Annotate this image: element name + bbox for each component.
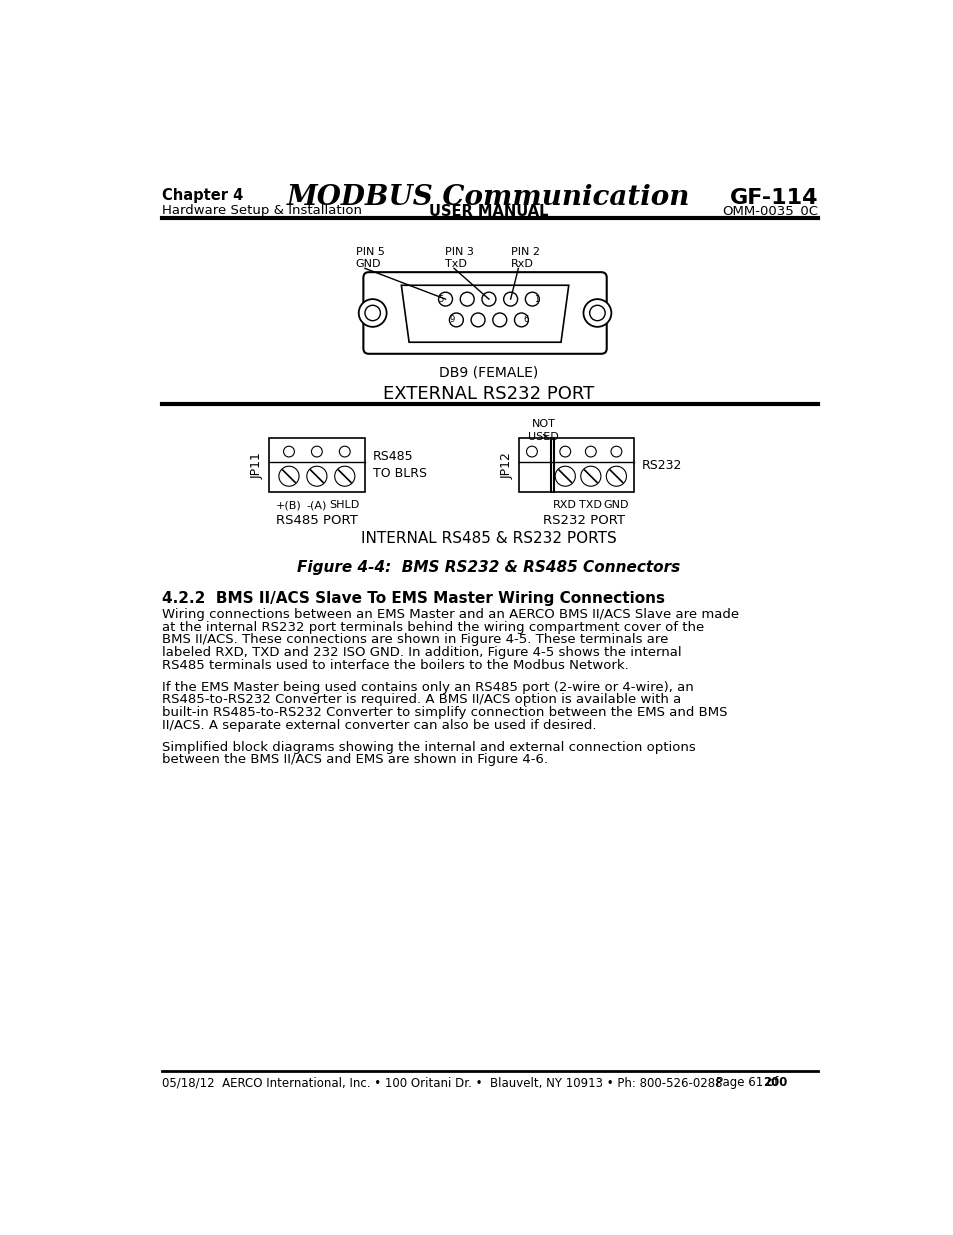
Circle shape: [311, 446, 322, 457]
Bar: [518, 438, 633, 493]
Text: Page 61 of: Page 61 of: [716, 1076, 781, 1089]
Text: GF-114: GF-114: [729, 188, 818, 209]
Polygon shape: [401, 285, 568, 342]
Text: EXTERNAL RS232 PORT: EXTERNAL RS232 PORT: [383, 385, 594, 404]
Text: MODBUS Communication: MODBUS Communication: [287, 184, 690, 211]
Text: RXD: RXD: [553, 500, 577, 510]
Circle shape: [589, 305, 604, 321]
Text: NOT
USED: NOT USED: [528, 419, 558, 442]
Circle shape: [514, 312, 528, 327]
Text: RS232 PORT: RS232 PORT: [542, 514, 624, 527]
Text: Figure 4-4:  BMS RS232 & RS485 Connectors: Figure 4-4: BMS RS232 & RS485 Connectors: [297, 561, 679, 576]
Circle shape: [526, 446, 537, 457]
Text: TXD: TXD: [578, 500, 601, 510]
Text: GND: GND: [603, 500, 628, 510]
Text: Simplified block diagrams showing the internal and external connection options: Simplified block diagrams showing the in…: [162, 741, 695, 753]
Circle shape: [358, 299, 386, 327]
Text: PIN 2
RxD: PIN 2 RxD: [510, 247, 539, 269]
Text: 9: 9: [449, 315, 455, 325]
Circle shape: [449, 312, 463, 327]
Text: OMM-0035_0C: OMM-0035_0C: [721, 205, 818, 217]
Text: 200: 200: [762, 1076, 787, 1089]
Circle shape: [525, 293, 538, 306]
Text: built-in RS485-to-RS232 Converter to simplify connection between the EMS and BMS: built-in RS485-to-RS232 Converter to sim…: [162, 706, 726, 719]
Text: +(B): +(B): [275, 500, 301, 510]
Circle shape: [481, 293, 496, 306]
Text: labeled RXD, TXD and 232 ISO GND. In addition, Figure 4-5 shows the internal: labeled RXD, TXD and 232 ISO GND. In add…: [162, 646, 680, 659]
Circle shape: [278, 466, 298, 487]
Text: JP12: JP12: [500, 452, 514, 479]
Text: JP11: JP11: [251, 452, 263, 479]
Text: RS485 PORT: RS485 PORT: [275, 514, 357, 527]
Text: USER MANUAL: USER MANUAL: [429, 205, 548, 220]
Circle shape: [580, 466, 600, 487]
Circle shape: [583, 299, 611, 327]
Text: 5: 5: [438, 295, 443, 304]
Text: -(A): -(A): [306, 500, 327, 510]
Text: RS485
TO BLRS: RS485 TO BLRS: [373, 451, 426, 480]
Circle shape: [365, 305, 380, 321]
Text: 1: 1: [534, 295, 538, 304]
Circle shape: [493, 312, 506, 327]
Text: INTERNAL RS485 & RS232 PORTS: INTERNAL RS485 & RS232 PORTS: [360, 531, 617, 546]
Text: between the BMS II/ACS and EMS are shown in Figure 4-6.: between the BMS II/ACS and EMS are shown…: [162, 753, 547, 767]
Text: Hardware Setup & Installation: Hardware Setup & Installation: [162, 205, 361, 217]
Circle shape: [339, 446, 350, 457]
Circle shape: [555, 466, 575, 487]
Circle shape: [559, 446, 570, 457]
Text: BMS II/ACS. These connections are shown in Figure 4-5. These terminals are: BMS II/ACS. These connections are shown …: [162, 634, 667, 646]
Circle shape: [503, 293, 517, 306]
Bar: [269, 438, 365, 493]
Text: Wiring connections between an EMS Master and an AERCO BMS II/ACS Slave are made: Wiring connections between an EMS Master…: [162, 608, 739, 621]
Text: SHLD: SHLD: [330, 500, 359, 510]
Text: Chapter 4: Chapter 4: [162, 188, 243, 204]
Circle shape: [307, 466, 327, 487]
Text: II/ACS. A separate external converter can also be used if desired.: II/ACS. A separate external converter ca…: [162, 719, 596, 732]
Text: at the internal RS232 port terminals behind the wiring compartment cover of the: at the internal RS232 port terminals beh…: [162, 621, 703, 634]
Text: If the EMS Master being used contains only an RS485 port (2-wire or 4-wire), an: If the EMS Master being used contains on…: [162, 680, 693, 694]
Text: PIN 3
TxD: PIN 3 TxD: [444, 247, 473, 269]
Text: RS485 terminals used to interface the boilers to the Modbus Network.: RS485 terminals used to interface the bo…: [162, 658, 628, 672]
Text: 05/18/12  AERCO International, Inc. • 100 Oritani Dr. •  Blauvelt, NY 10913 • Ph: 05/18/12 AERCO International, Inc. • 100…: [162, 1076, 721, 1089]
Text: PIN 5
GND: PIN 5 GND: [355, 247, 384, 269]
FancyBboxPatch shape: [363, 272, 606, 353]
Circle shape: [606, 466, 626, 487]
Text: RS485-to-RS232 Converter is required. A BMS II/ACS option is available with a: RS485-to-RS232 Converter is required. A …: [162, 693, 680, 706]
Circle shape: [438, 293, 452, 306]
Circle shape: [610, 446, 621, 457]
Text: DB9 (FEMALE): DB9 (FEMALE): [438, 366, 538, 379]
Text: 6: 6: [522, 315, 528, 325]
Text: RS232: RS232: [641, 459, 681, 472]
Circle shape: [459, 293, 474, 306]
Text: 4.2.2  BMS II/ACS Slave To EMS Master Wiring Connections: 4.2.2 BMS II/ACS Slave To EMS Master Wir…: [162, 592, 664, 606]
Circle shape: [335, 466, 355, 487]
Circle shape: [471, 312, 484, 327]
Circle shape: [283, 446, 294, 457]
Circle shape: [585, 446, 596, 457]
